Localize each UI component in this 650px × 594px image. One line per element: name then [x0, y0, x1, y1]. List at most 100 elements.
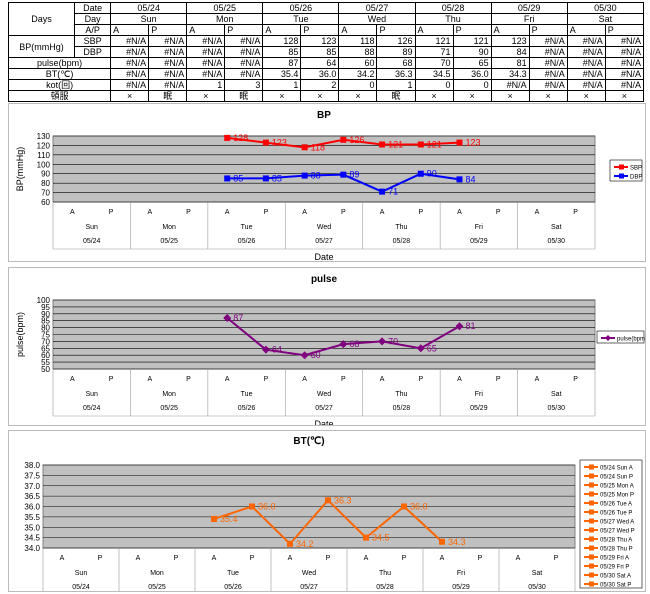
legend-marker — [589, 572, 594, 578]
bt-cell: #N/A — [110, 68, 150, 80]
x-axis-label: Date — [314, 419, 333, 425]
x-tick-ap: P — [402, 555, 407, 562]
data-label: 90 — [427, 169, 437, 179]
x-tick-ap: A — [136, 555, 141, 562]
kot-cell: 0 — [452, 79, 492, 91]
x-tick-ap: A — [380, 209, 385, 216]
x-tick-date: 05/24 — [83, 405, 101, 412]
data-label: 64 — [272, 345, 282, 355]
data-label: 36.0 — [410, 502, 428, 512]
data-point — [224, 175, 231, 182]
legend-label: 05/29 Fri P — [600, 565, 629, 571]
x-tick-date: 05/25 — [160, 405, 178, 412]
x-tick-ap: P — [418, 376, 423, 383]
legend-label: 05/25 Mon A — [600, 484, 634, 490]
day-label: Day — [74, 13, 112, 25]
pulse-chart-panel: pulse 50 55 60 65 70 75 80 85 90 95 100 pulse(bpm) A P… — [8, 267, 647, 429]
kot-cell: 1 — [376, 79, 416, 91]
legend-label: 05/24 Sun P — [600, 475, 633, 481]
data-label: 87 — [233, 313, 243, 323]
pulse-cell: #N/A — [566, 57, 606, 69]
y-tick-label: 36.0 — [24, 503, 40, 512]
data-point — [340, 136, 347, 143]
data-label: 65 — [427, 343, 437, 353]
ap-cell: A — [338, 24, 378, 36]
data-label: 68 — [349, 339, 359, 349]
med-cell: × — [566, 90, 606, 102]
data-label: 118 — [311, 142, 325, 152]
x-tick-day: Sun — [85, 391, 98, 398]
x-tick-ap: A — [70, 376, 75, 383]
dbp-cell: 89 — [376, 46, 416, 58]
y-tick-label: 90 — [41, 170, 50, 179]
bp-chart-panel: BP 60 70 80 90 100 110 120 130 BP(mmHg) A P A P A P A P A P… — [8, 103, 646, 262]
legend-marker — [619, 173, 624, 179]
sbp-cell: 121 — [452, 35, 492, 47]
dbp-cell: #N/A — [604, 46, 645, 58]
x-tick-ap: A — [364, 555, 369, 562]
data-point — [416, 344, 425, 353]
legend-label: 05/30 Sat P — [600, 583, 631, 589]
x-tick-day: Thu — [395, 224, 407, 231]
data-label: 34.2 — [296, 539, 314, 549]
pulse-cell: #N/A — [186, 57, 226, 69]
data-label: 84 — [466, 174, 476, 184]
y-tick-label: 100 — [37, 160, 51, 169]
date-cell: 05/26 — [262, 2, 340, 14]
y-tick-label: 100 — [37, 296, 51, 305]
legend-label: 05/26 Tue A — [600, 502, 632, 508]
med-label: 頓服 — [7, 90, 112, 102]
data-label: 85 — [272, 173, 282, 183]
legend-label: 05/30 Sat A — [600, 574, 631, 580]
legend-label: SBP — [630, 166, 642, 172]
y-tick-label: 35.0 — [24, 523, 40, 532]
x-tick-date: 05/28 — [393, 405, 411, 412]
data-point — [262, 175, 269, 182]
y-axis-label: pulse(bpm) — [15, 312, 25, 357]
pulse-cell: 81 — [490, 57, 530, 69]
ap-cell: A — [566, 24, 606, 36]
data-label: 126 — [349, 135, 364, 145]
data-point — [300, 351, 309, 360]
y-tick-label: 36.5 — [24, 492, 40, 501]
legend-marker — [589, 527, 594, 533]
med-cell: × — [262, 90, 302, 102]
x-tick-date: 05/27 — [300, 584, 318, 591]
legend-marker — [589, 554, 594, 560]
bt-cell: 36.3 — [376, 68, 416, 80]
kot-cell: #N/A — [528, 79, 568, 91]
data-point — [378, 337, 387, 346]
legend-marker — [589, 563, 594, 569]
med-cell: × — [300, 90, 340, 102]
data-point — [261, 345, 270, 354]
x-tick-date: 05/30 — [528, 584, 546, 591]
ap-cell: A — [262, 24, 302, 36]
y-tick-label: 60 — [41, 351, 50, 360]
data-point — [211, 515, 217, 522]
pulse-label: pulse(bpm) — [7, 57, 112, 69]
kot-cell: 2 — [300, 79, 340, 91]
x-tick-day: Sat — [551, 224, 562, 231]
legend-label: 05/27 Wed A — [600, 520, 634, 526]
x-tick-day: Sat — [551, 391, 562, 398]
days-header: Days — [7, 2, 76, 36]
x-tick-ap: A — [302, 376, 307, 383]
x-tick-ap: P — [496, 376, 501, 383]
day-cell: Wed — [338, 13, 416, 25]
y-tick-label: 80 — [41, 179, 50, 188]
x-tick-ap: P — [573, 376, 578, 383]
x-tick-ap: A — [457, 376, 462, 383]
x-tick-ap: P — [98, 555, 103, 562]
kot-cell: #N/A — [604, 79, 645, 91]
x-tick-ap: A — [60, 555, 65, 562]
y-tick-label: 75 — [41, 331, 50, 340]
chart-title: pulse — [311, 274, 338, 285]
ap-cell: P — [224, 24, 264, 36]
sbp-cell: #N/A — [186, 35, 226, 47]
data-label: 121 — [388, 139, 403, 149]
x-tick-date: 05/25 — [148, 584, 166, 591]
date-cell: 05/24 — [110, 2, 188, 14]
x-tick-ap: P — [496, 209, 501, 216]
y-axis-label: BP(mmHg) — [15, 147, 25, 192]
x-tick-day: Tue — [241, 391, 253, 398]
